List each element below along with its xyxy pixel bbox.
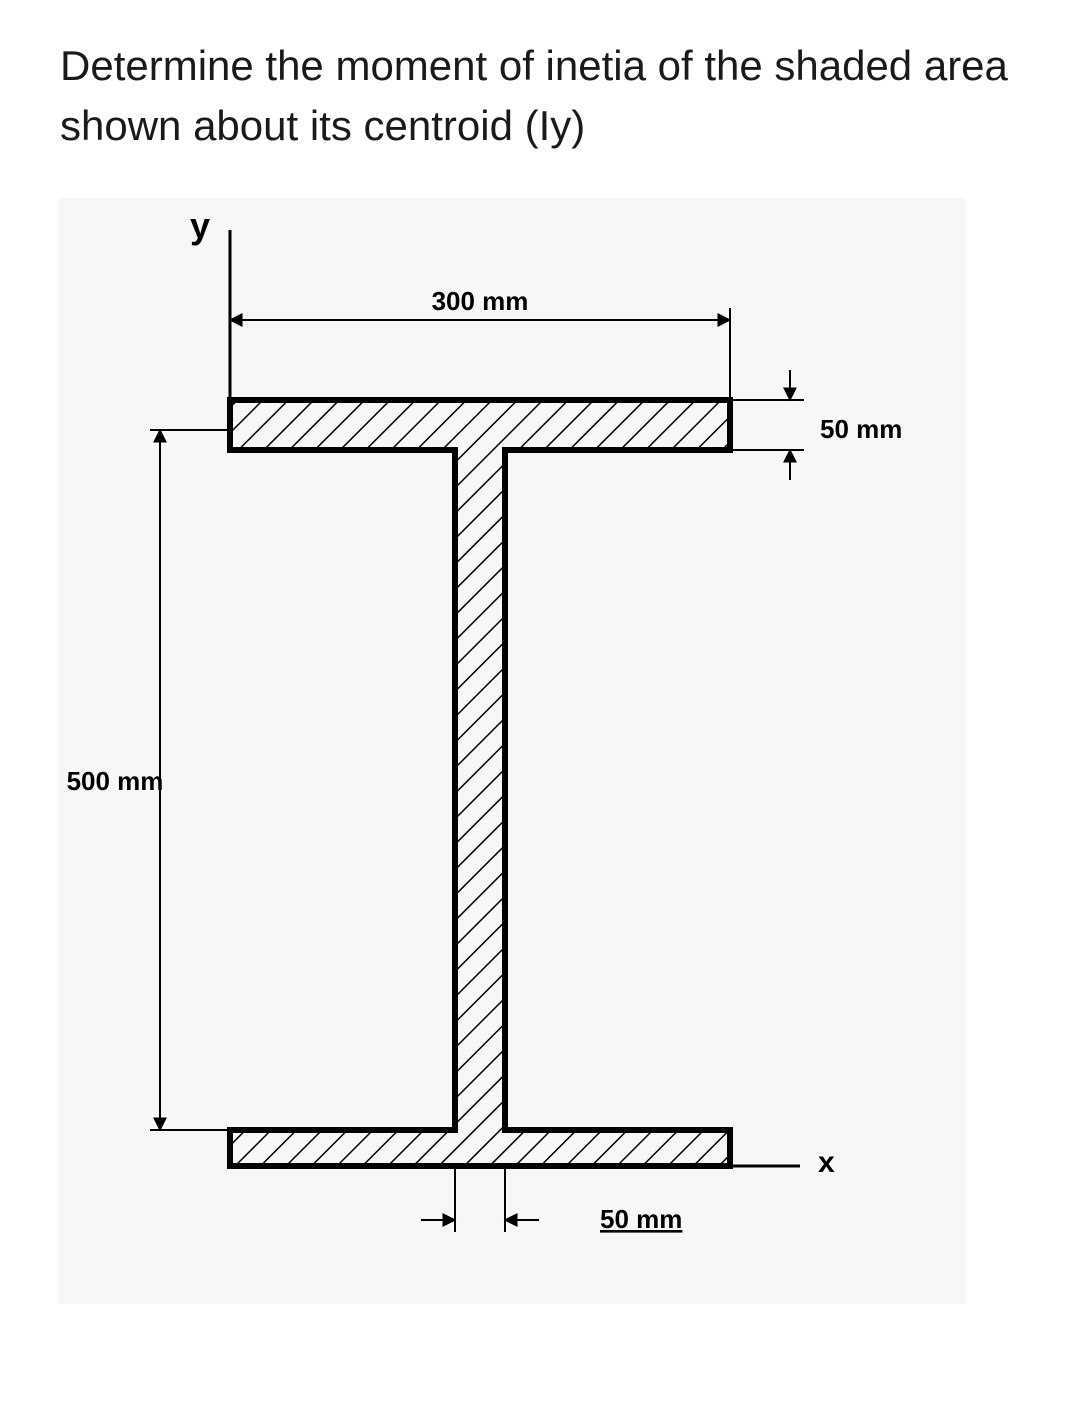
axis-label-y: y <box>190 205 210 246</box>
i-beam-shape <box>230 400 730 1166</box>
dim-label-500mm: 500 mm <box>67 766 164 796</box>
dim-label-50mm-top: 50 mm <box>820 414 902 444</box>
dim-label-300mm: 300 mm <box>432 286 529 316</box>
dim-label-50mm-bottom: 50 mm <box>600 1204 682 1234</box>
figure-svg: y x 300 mm 500 mm 50 mm 50 mm <box>0 0 1080 1406</box>
page-root: Determine the moment of inetia of the sh… <box>0 0 1080 1406</box>
axis-label-x: x <box>818 1146 835 1179</box>
